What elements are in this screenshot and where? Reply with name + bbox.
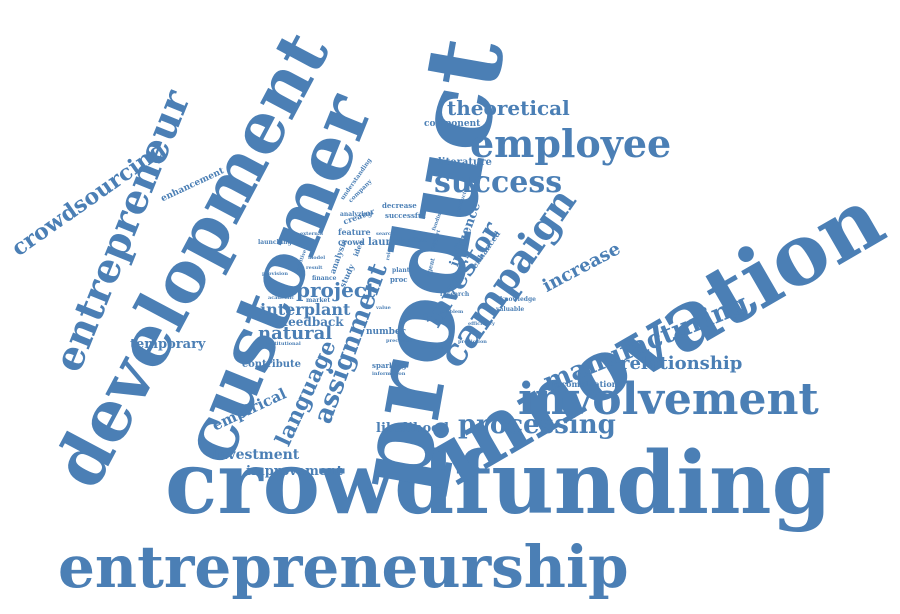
word-value: value	[376, 305, 391, 311]
word-model: model	[308, 255, 326, 261]
word-knowledge: knowledge	[500, 296, 536, 303]
word-valuable: valuable	[496, 306, 525, 313]
word-question: question	[420, 345, 445, 351]
word-sparking: sparking	[372, 361, 407, 370]
word-success: success	[434, 165, 563, 200]
word-academic: academic	[268, 295, 295, 301]
word-likelihood: likelihood	[376, 421, 449, 436]
word-research: research	[440, 291, 470, 298]
word-prediction: prediction	[458, 339, 487, 345]
word-project: project	[296, 278, 376, 302]
word-employee: employee	[470, 121, 672, 166]
word-successful: successful	[385, 211, 426, 220]
word-proc: proc	[390, 275, 408, 284]
word-finance: finance	[312, 275, 337, 282]
word-feature: feature	[338, 227, 371, 237]
word-search: search	[376, 231, 395, 237]
word-crowdfunding: crowdfunding	[165, 433, 832, 534]
word-effect: effect	[408, 237, 427, 244]
word-analyzing: analyzing	[340, 211, 373, 218]
word-literature: literature	[438, 157, 492, 168]
word-improvement: improvement	[246, 464, 343, 479]
word-market: market	[306, 297, 331, 304]
word-number: number	[366, 327, 406, 337]
word-information: information	[372, 371, 406, 377]
word-theoretical: theoretical	[447, 96, 570, 120]
word-recombination: recombination	[552, 379, 618, 389]
word-involvement: involvement	[518, 374, 819, 425]
word-precision: precision	[386, 338, 412, 344]
word-relationship: relationship	[620, 353, 743, 374]
word-natural: natural	[258, 323, 333, 344]
word-efficiency: efficiency	[468, 321, 495, 327]
word-launch: launch	[368, 237, 407, 248]
word-provision: provision	[262, 271, 288, 277]
word-temporary: temporary	[130, 337, 206, 352]
word-result: result	[306, 265, 323, 271]
word-institutional: institutional	[266, 341, 301, 347]
word-feedback: feedback	[283, 315, 344, 329]
word-investment: investment	[212, 447, 300, 463]
word-decrease: decrease	[382, 201, 417, 210]
word-contribute: contribute	[242, 359, 301, 370]
word-interplant: interplant	[260, 300, 351, 319]
word-entrepreneurship: entrepreneurship	[58, 533, 629, 601]
word-external: external	[300, 231, 324, 237]
word-processing: processing	[458, 410, 616, 440]
word-component: component	[424, 119, 481, 129]
word-crowd: crowd	[338, 237, 365, 247]
word-problem: problem	[440, 309, 464, 315]
word-launching: launching	[258, 239, 292, 246]
word-plant: plant	[392, 267, 410, 274]
